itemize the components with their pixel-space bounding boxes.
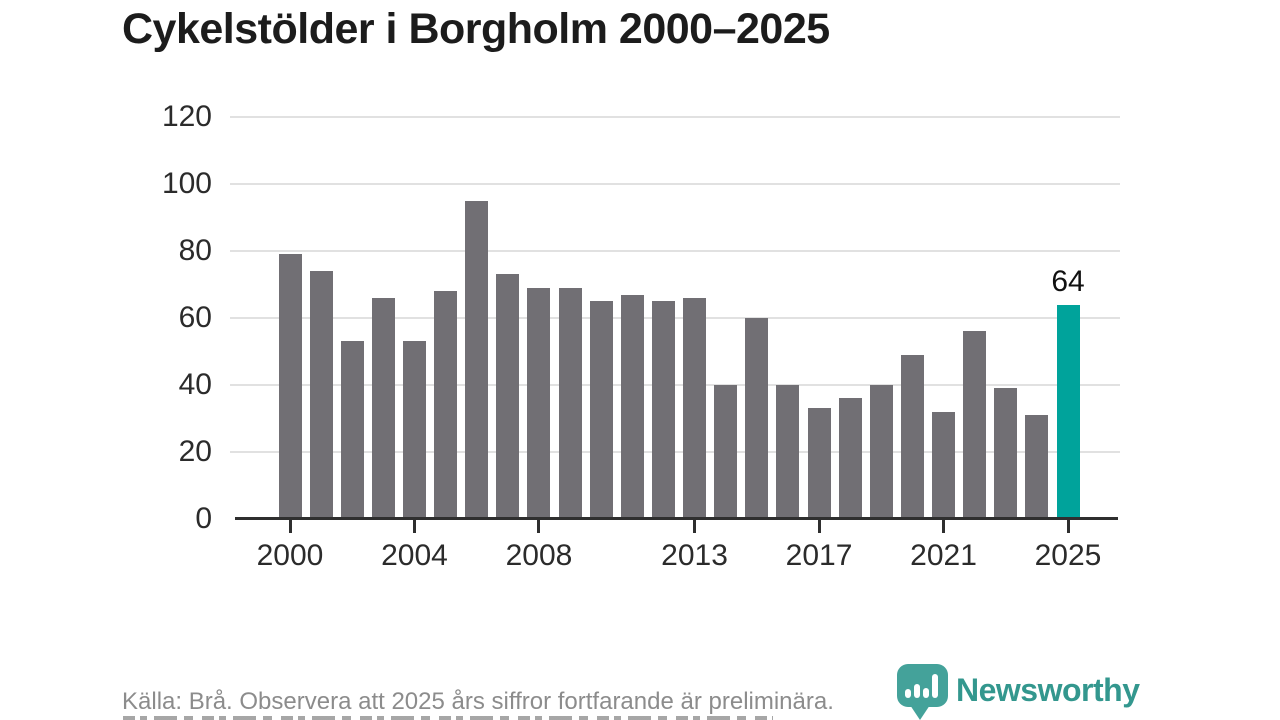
bar-2022 [963, 331, 987, 519]
x-axis-tick-2021 [942, 520, 946, 533]
bar-2014 [714, 385, 738, 519]
bar-value-label: 64 [1051, 264, 1085, 298]
x-axis-label-2000: 2000 [256, 539, 324, 572]
bar-2005 [434, 291, 458, 519]
y-axis-label-80: 80 [178, 234, 212, 267]
pin-chart-bar [923, 688, 929, 698]
pin-chart-bar [905, 689, 911, 698]
bar-2013 [683, 297, 707, 519]
bar-2025 [1056, 304, 1080, 519]
x-axis-tick-2017 [817, 520, 821, 533]
y-axis-label-60: 60 [178, 301, 212, 334]
x-axis-tick-2025 [1066, 520, 1070, 533]
chart-title: Cykelstölder i Borgholm 2000–2025 [122, 5, 830, 53]
source-note: Källa: Brå. Observera att 2025 års siffr… [122, 688, 834, 715]
bar-2002 [340, 341, 364, 519]
bar-2019 [869, 385, 893, 519]
y-axis-label-120: 120 [161, 100, 212, 133]
y-axis-label-100: 100 [161, 167, 212, 200]
bar-2003 [371, 297, 395, 519]
bar-2023 [994, 388, 1018, 519]
x-axis-label-2008: 2008 [505, 539, 573, 572]
bar-2006 [465, 200, 489, 519]
pin-chart-bar [914, 684, 920, 698]
gridline-60 [230, 317, 1120, 319]
x-axis-tick-2004 [412, 520, 416, 533]
y-axis-label-40: 40 [178, 368, 212, 401]
bar-2020 [900, 354, 924, 519]
newsworthy-logo: Newsworthy [897, 664, 1167, 720]
x-axis-line [235, 517, 1118, 520]
pin-tail [910, 705, 930, 720]
newsworthy-wordmark: Newsworthy [956, 672, 1140, 708]
bar-2001 [309, 271, 333, 519]
pin-chart-bar [932, 674, 938, 698]
bar-2017 [807, 408, 831, 519]
newsworthy-pin-barchart-icon [897, 664, 949, 720]
gridline-120 [230, 116, 1120, 118]
x-axis-tick-2008 [537, 520, 541, 533]
x-axis-tick-2000 [288, 520, 292, 533]
x-axis-label-2025: 2025 [1034, 539, 1102, 572]
bar-2024 [1025, 415, 1049, 519]
bar-2021 [932, 411, 956, 519]
bar-2000 [278, 254, 302, 519]
gridline-80 [230, 250, 1120, 252]
x-axis-label-2021: 2021 [910, 539, 977, 572]
bar-2015 [745, 318, 769, 519]
bar-2012 [651, 301, 675, 519]
bar-2010 [589, 301, 613, 519]
x-axis-label-2013: 2013 [661, 539, 728, 572]
bar-2011 [620, 294, 644, 519]
x-axis-label-2017: 2017 [785, 539, 853, 572]
x-axis-tick-2013 [693, 520, 697, 533]
pin-body [897, 664, 948, 707]
bar-2004 [402, 341, 426, 519]
bar-2007 [496, 274, 520, 519]
y-axis-label-20: 20 [178, 435, 212, 468]
bar-2018 [838, 398, 862, 519]
bar-2009 [558, 287, 582, 519]
cropped-text-line [123, 716, 773, 720]
y-axis-label-0: 0 [195, 502, 212, 535]
bar-2016 [776, 385, 800, 519]
gridline-40 [230, 384, 1120, 386]
x-axis-label-2004: 2004 [381, 539, 448, 572]
gridline-100 [230, 183, 1120, 185]
gridline-20 [230, 451, 1120, 453]
bar-2008 [527, 287, 551, 519]
